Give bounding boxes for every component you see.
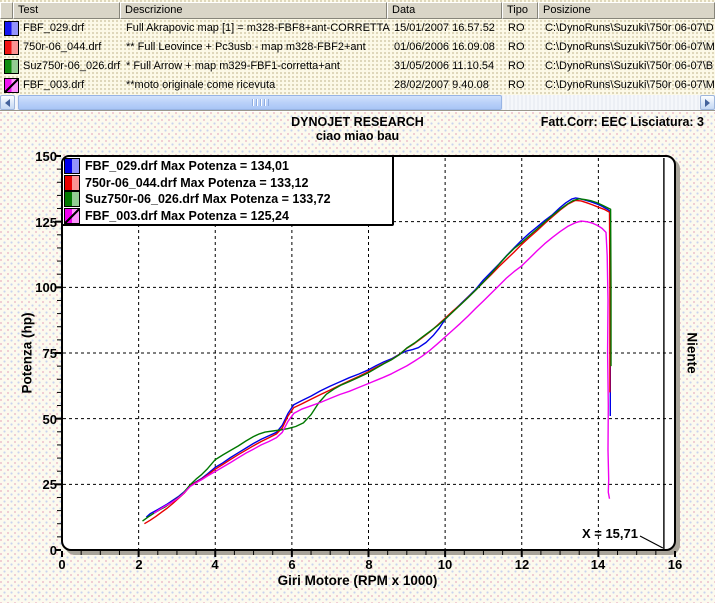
run-filename: FBF_003.drf: [23, 76, 126, 95]
table-row[interactable]: Suz750r-06_026.drf * Full Arrow + map m3…: [0, 57, 715, 76]
run-description: Full Akrapovic map [1] = m328-FBF8+ant-C…: [126, 19, 394, 38]
correction-label: Fatt.Corr: EEC Lisciatura: 3: [541, 115, 704, 129]
x-tick-label: 2: [124, 557, 154, 572]
run-description: ** Full Leovince + Pc3usb - map m328-FBF…: [126, 38, 394, 57]
run-filename: Suz750r-06_026.drf: [23, 57, 126, 76]
cursor-x-annotation: X = 15,71: [508, 526, 638, 541]
right-axis-title: Niente: [685, 332, 700, 373]
x-tick-label: 16: [660, 557, 690, 572]
y-tick-label: 150: [20, 149, 57, 164]
scrollbar-track[interactable]: [15, 95, 700, 110]
trace-color-swatch: [4, 78, 19, 93]
legend-color-swatch: [64, 175, 80, 191]
legend-entry: 750r-06_044.drf Max Potenza = 133,12: [63, 175, 392, 192]
y-tick-label: 100: [20, 280, 57, 295]
run-filename: FBF_029.drf: [23, 19, 126, 38]
x-tick-label: 12: [507, 557, 537, 572]
legend-color-swatch: [64, 208, 80, 224]
power-curve-FBF_003.drf: [154, 221, 610, 513]
run-type: RO: [508, 38, 545, 57]
column-header-test[interactable]: Test: [13, 2, 120, 19]
y-tick-label: 25: [20, 477, 57, 492]
trace-swatch-cell: [0, 57, 23, 76]
y-tick-label: 0: [20, 543, 57, 558]
y-tick-label: 125: [20, 215, 57, 230]
chart-legend: FBF_029.drf Max Potenza = 134,01 750r-06…: [61, 155, 394, 226]
trace-color-swatch: [4, 21, 19, 36]
run-description: **moto originale come ricevuta: [126, 76, 394, 95]
x-tick-label: 8: [354, 557, 384, 572]
y-axis-title: Potenza (hp): [20, 313, 35, 394]
column-header-posizione[interactable]: Posizione: [538, 2, 715, 19]
annotation-pointer-line: [640, 536, 663, 548]
legend-color-swatch: [64, 158, 80, 174]
x-tick-label: 0: [47, 557, 77, 572]
scroll-left-button[interactable]: [0, 95, 15, 110]
power-curves: [143, 198, 612, 524]
trace-swatch-cell: [0, 38, 23, 57]
left-arrow-icon: [5, 99, 10, 107]
legend-color-swatch: [64, 191, 80, 207]
legend-entry: FBF_029.drf Max Potenza = 134,01: [63, 158, 392, 175]
run-date: 01/06/2006 16.09.08: [394, 38, 508, 57]
run-path: C:\DynoRuns\Suzuki\750r 06-07\B: [545, 57, 715, 76]
scrollbar-thumb[interactable]: [18, 95, 502, 110]
run-date: 31/05/2006 11.10.54: [394, 57, 508, 76]
scroll-right-button[interactable]: [700, 95, 715, 110]
trace-color-swatch: [4, 59, 19, 74]
thumb-grip-icon: [252, 99, 269, 106]
right-arrow-icon: [705, 99, 710, 107]
legend-label: 750r-06_044.drf Max Potenza = 133,12: [85, 176, 308, 190]
run-filename: 750r-06_044.drf: [23, 38, 126, 57]
run-path: C:\DynoRuns\Suzuki\750r 06-07\M: [545, 38, 715, 57]
dynojet-run-viewer: Test Descrizione Data Tipo Posizione FBF…: [0, 0, 715, 603]
run-path: C:\DynoRuns\Suzuki\750r 06-07\D: [545, 19, 715, 38]
legend-label: Suz750r-06_026.drf Max Potenza = 133,72: [85, 192, 331, 206]
trace-swatch-cell: [0, 76, 23, 95]
column-header-descrizione[interactable]: Descrizione: [120, 2, 387, 19]
diagonal-line-icon: [4, 78, 19, 93]
run-type: RO: [508, 57, 545, 76]
x-tick-label: 10: [430, 557, 460, 572]
column-header-selector[interactable]: [0, 2, 13, 19]
column-header-tipo[interactable]: Tipo: [502, 2, 538, 19]
run-path: C:\DynoRuns\Suzuki\750r 06-07\M: [545, 76, 715, 95]
legend-label: FBF_029.drf Max Potenza = 134,01: [85, 159, 289, 173]
x-axis-title: Giri Motore (RPM x 1000): [0, 573, 715, 588]
horizontal-scrollbar[interactable]: [0, 95, 715, 110]
run-date: 28/02/2007 9.40.08: [394, 76, 508, 95]
legend-label: FBF_003.drf Max Potenza = 125,24: [85, 209, 289, 223]
run-description: * Full Arrow + map m329-FBF1-corretta+an…: [126, 57, 394, 76]
legend-entry: FBF_003.drf Max Potenza = 125,24: [63, 208, 392, 225]
trace-color-swatch: [4, 40, 19, 55]
run-type: RO: [508, 19, 545, 38]
trace-swatch-cell: [0, 19, 23, 38]
x-tick-label: 14: [583, 557, 613, 572]
y-tick-label: 50: [20, 412, 57, 427]
table-row[interactable]: 750r-06_044.drf ** Full Leovince + Pc3us…: [0, 38, 715, 57]
run-type: RO: [508, 76, 545, 95]
x-tick-label: 6: [277, 557, 307, 572]
table-row[interactable]: FBF_003.drf **moto originale come ricevu…: [0, 76, 715, 95]
runs-table: Test Descrizione Data Tipo Posizione FBF…: [0, 0, 715, 95]
chart-panel: DYNOJET RESEARCH ciao miao bau Fatt.Corr…: [0, 112, 715, 603]
legend-entry: Suz750r-06_026.drf Max Potenza = 133,72: [63, 191, 392, 208]
column-header-data[interactable]: Data: [387, 2, 502, 19]
x-tick-label: 4: [200, 557, 230, 572]
run-date: 15/01/2007 16.57.52: [394, 19, 508, 38]
table-row[interactable]: FBF_029.drf Full Akrapovic map [1] = m32…: [0, 19, 715, 38]
table-header-row: Test Descrizione Data Tipo Posizione: [0, 2, 715, 19]
diagonal-line-icon: [64, 208, 80, 224]
